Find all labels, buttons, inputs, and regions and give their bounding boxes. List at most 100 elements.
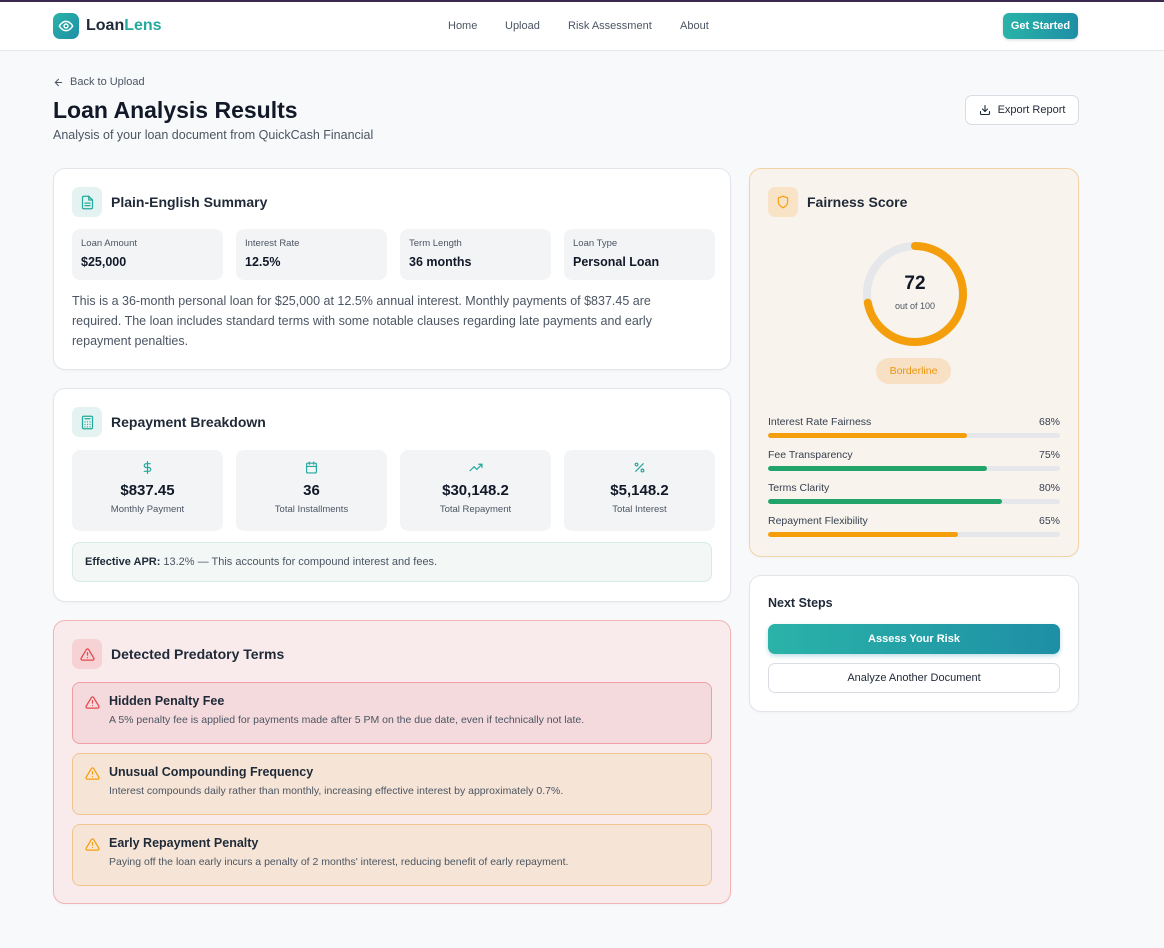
progress-fill xyxy=(768,499,1002,504)
metric-label: Terms Clarity xyxy=(768,482,830,494)
predatory-terms-card: Detected Predatory Terms Hidden Penalty … xyxy=(53,620,731,904)
score-gauge: 72 out of 100 xyxy=(860,239,970,349)
fairness-header: Fairness Score xyxy=(768,187,907,217)
metric-value: 65% xyxy=(1038,515,1060,527)
back-to-upload-link[interactable]: Back to Upload xyxy=(53,76,145,88)
fairness-title: Fairness Score xyxy=(807,194,908,210)
metric-value: 80% xyxy=(1038,482,1060,494)
repayment-value: $837.45 xyxy=(120,482,175,499)
stat-label: Loan Type xyxy=(573,238,618,249)
progress-fill xyxy=(768,532,958,537)
gauge-arc xyxy=(863,242,967,346)
page-title: Loan Analysis Results xyxy=(53,97,298,123)
logo-eye-icon[interactable] xyxy=(53,13,79,39)
brand-second: Lens xyxy=(124,17,162,34)
export-report-button[interactable]: Export Report xyxy=(965,95,1079,125)
fairness-score-card: Fairness Score 72 out of 100 Borderline … xyxy=(749,168,1079,557)
brand-name[interactable]: LoanLens xyxy=(86,17,162,35)
stat-value: $25,000 xyxy=(81,255,127,269)
analyze-another-button[interactable]: Analyze Another Document xyxy=(768,663,1060,693)
arrow-left-icon xyxy=(54,78,63,86)
metric-interest-rate-fairness: Interest Rate Fairness 68% xyxy=(768,416,1060,438)
stat-label: Loan Amount xyxy=(81,238,137,249)
repayment-label: Total Repayment xyxy=(439,504,512,515)
stat-term-length: Term Length 36 months xyxy=(400,229,551,280)
term-title: Hidden Penalty Fee xyxy=(109,694,225,708)
alert-triangle-icon xyxy=(72,639,102,669)
progress-fill xyxy=(768,433,967,438)
apr-label: Effective APR: xyxy=(85,556,161,568)
trending-up-icon xyxy=(468,463,483,472)
navbar: LoanLens Home Upload Risk Assessment Abo… xyxy=(0,2,1164,51)
stat-label: Interest Rate xyxy=(245,238,300,249)
nav-link-home[interactable]: Home xyxy=(448,20,478,32)
summary-stats: Loan Amount $25,000 Interest Rate 12.5% Te… xyxy=(72,229,715,280)
progress-track xyxy=(768,532,1060,537)
apr-text: 13.2% — This accounts for compound inter… xyxy=(163,556,438,568)
next-steps-card: Next Steps Assess Your Risk Analyze Anot… xyxy=(749,575,1079,712)
repayment-item: $30,148.2 Total Repayment xyxy=(400,450,551,531)
stat-loan-amount: Loan Amount $25,000 xyxy=(72,229,223,280)
repayment-label: Total Installments xyxy=(274,504,349,515)
next-steps-title: Next Steps xyxy=(768,596,833,610)
predatory-header: Detected Predatory Terms xyxy=(72,639,284,669)
stat-value: 36 months xyxy=(409,255,472,269)
back-label: Back to Upload xyxy=(70,76,145,88)
shield-icon xyxy=(768,187,798,217)
progress-track xyxy=(768,466,1060,471)
metric-terms-clarity: Terms Clarity 80% xyxy=(768,482,1060,504)
summary-card: Plain-English Summary Loan Amount $25,000… xyxy=(53,168,731,370)
progress-track xyxy=(768,499,1060,504)
repayment-card: Repayment Breakdown $837.45 Monthly Paym… xyxy=(53,388,731,602)
nav-link-upload[interactable]: Upload xyxy=(505,20,540,32)
get-started-button[interactable]: Get Started xyxy=(1003,13,1078,39)
term-description: Interest compounds daily rather than mon… xyxy=(109,785,564,797)
calculator-icon xyxy=(72,407,102,437)
term-title: Early Repayment Penalty xyxy=(109,836,259,850)
repayment-title: Repayment Breakdown xyxy=(111,414,266,430)
metric-fee-transparency: Fee Transparency 75% xyxy=(768,449,1060,471)
nav-link-risk-assessment[interactable]: Risk Assessment xyxy=(568,20,652,32)
term-description: Paying off the loan early incurs a penal… xyxy=(109,856,569,868)
repayment-item: 36 Total Installments xyxy=(236,450,387,531)
repayment-item: $837.45 Monthly Payment xyxy=(72,450,223,531)
repayment-header: Repayment Breakdown xyxy=(72,407,266,437)
predatory-term-item[interactable]: Early Repayment Penalty Paying off the l… xyxy=(72,824,712,886)
page-subtitle: Analysis of your loan document from Quic… xyxy=(53,128,374,142)
brand-first: Loan xyxy=(86,17,125,34)
nav-link-about[interactable]: About xyxy=(680,20,709,32)
stat-value: Personal Loan xyxy=(573,255,660,269)
repayment-label: Total Interest xyxy=(612,504,667,515)
term-description: A 5% penalty fee is applied for payments… xyxy=(109,714,585,726)
progress-fill xyxy=(768,466,987,471)
predatory-term-item[interactable]: Unusual Compounding Frequency Interest c… xyxy=(72,753,712,815)
metric-value: 75% xyxy=(1038,449,1060,461)
document-icon xyxy=(72,187,102,217)
repayment-value: 36 xyxy=(303,482,320,499)
repayment-value: $5,148.2 xyxy=(610,482,669,499)
metric-value: 68% xyxy=(1038,416,1060,428)
progress-track xyxy=(768,433,1060,438)
stat-label: Term Length xyxy=(409,238,462,249)
repayment-item: $5,148.2 Total Interest xyxy=(564,450,715,531)
download-icon xyxy=(979,104,990,116)
repayment-stats: $837.45 Monthly Payment 36 Total Install… xyxy=(72,450,715,531)
term-title: Unusual Compounding Frequency xyxy=(109,765,314,779)
repayment-label: Monthly Payment xyxy=(110,504,185,515)
dollar-icon xyxy=(143,461,152,474)
metric-label: Interest Rate Fairness xyxy=(768,416,872,428)
summary-text: This is a 36-month personal loan for $25… xyxy=(72,294,652,348)
warning-triangle-icon xyxy=(85,838,100,851)
status-badge: Borderline xyxy=(876,358,951,384)
effective-apr-note: Effective APR: 13.2% — This accounts for… xyxy=(72,542,712,582)
metric-label: Fee Transparency xyxy=(768,449,853,461)
stat-value: 12.5% xyxy=(245,255,281,269)
assess-risk-button[interactable]: Assess Your Risk xyxy=(768,624,1060,654)
top-accent-line xyxy=(0,0,1164,2)
warning-triangle-icon xyxy=(85,767,100,780)
calendar-icon xyxy=(306,461,317,474)
predatory-term-item[interactable]: Hidden Penalty Fee A 5% penalty fee is a… xyxy=(72,682,712,744)
metric-label: Repayment Flexibility xyxy=(768,515,868,527)
score-value: 72 xyxy=(904,273,926,294)
summary-title: Plain-English Summary xyxy=(111,194,268,210)
